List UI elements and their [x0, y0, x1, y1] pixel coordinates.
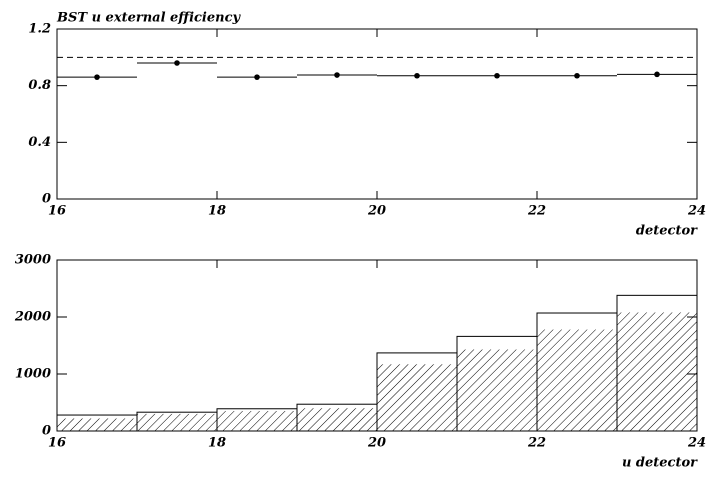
y-tick-label: 0.8: [28, 78, 51, 93]
data-point: [654, 71, 660, 78]
x-tick-label: 24: [687, 436, 706, 451]
x-tick-label: 18: [208, 204, 226, 219]
x-axis-label: detector: [636, 224, 698, 239]
y-tick-label: 2000: [14, 310, 51, 325]
plot-frame: [56, 28, 698, 200]
x-tick-label: 20: [367, 436, 386, 451]
hatched-bar: [617, 312, 697, 431]
data-point: [414, 72, 420, 79]
hatched-bar: [377, 364, 457, 431]
x-tick-label: 18: [208, 436, 226, 451]
hatched-bar: [57, 418, 137, 431]
y-tick-label: 1000: [15, 367, 51, 382]
x-tick-label: 24: [687, 204, 706, 219]
x-tick-label: 16: [48, 204, 66, 219]
hatched-bar: [217, 411, 297, 431]
x-tick-label: 22: [527, 204, 546, 219]
x-axis-label: u detector: [622, 456, 698, 471]
data-point: [494, 72, 500, 79]
hatched-bar: [537, 329, 617, 431]
x-tick-label: 16: [48, 436, 66, 451]
data-point: [334, 72, 340, 78]
hatched-bar: [137, 413, 217, 431]
hatched-bar: [457, 349, 537, 431]
y-tick-label: 3000: [15, 253, 51, 268]
hatched-bar: [297, 408, 377, 431]
chart-title: BST u external efficiency: [56, 11, 241, 26]
y-tick-label: 0.4: [28, 135, 51, 150]
data-point: [574, 72, 580, 79]
y-tick-label: 1.2: [28, 22, 51, 37]
y-tick-label: 0: [42, 424, 51, 439]
y-tick-label: 0: [42, 192, 51, 207]
data-point: [174, 60, 180, 66]
x-tick-label: 20: [367, 204, 386, 219]
data-point: [254, 74, 260, 80]
x-tick-label: 22: [527, 436, 546, 451]
data-point: [94, 74, 100, 80]
